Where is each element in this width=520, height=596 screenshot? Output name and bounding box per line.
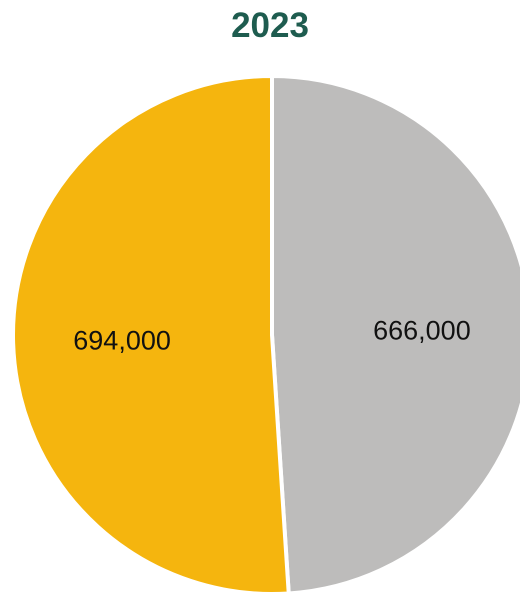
- pie-slices: [11, 74, 520, 596]
- chart-title: 2023: [231, 6, 309, 45]
- pie-slice-0: [270, 74, 520, 596]
- data-label-1: 694,000: [73, 325, 171, 355]
- pie-slice-1: [11, 74, 291, 596]
- data-label-0: 666,000: [373, 316, 471, 346]
- pie-labels: 666,000 694,000: [73, 316, 470, 356]
